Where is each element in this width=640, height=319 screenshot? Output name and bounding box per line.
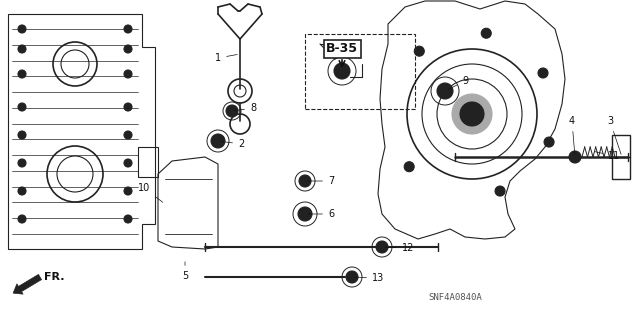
Circle shape [544,137,554,147]
Circle shape [404,162,414,172]
Text: 4: 4 [569,116,575,154]
Circle shape [334,63,350,79]
Circle shape [226,105,238,117]
Text: 7: 7 [308,176,334,186]
Circle shape [18,45,26,53]
Circle shape [18,131,26,139]
Text: 5: 5 [182,262,188,281]
Circle shape [298,207,312,221]
Text: 8: 8 [235,103,256,113]
Bar [138,147,158,177]
Circle shape [569,151,581,163]
Bar [612,135,630,179]
Text: 9: 9 [447,76,468,90]
Circle shape [18,215,26,223]
Circle shape [18,103,26,111]
Circle shape [452,94,492,134]
Circle shape [124,25,132,33]
Circle shape [124,215,132,223]
Circle shape [376,241,388,253]
Text: 13: 13 [355,273,384,283]
Circle shape [495,186,505,196]
Circle shape [124,45,132,53]
Text: FR.: FR. [44,272,65,282]
Bar [305,34,415,109]
Circle shape [18,25,26,33]
Circle shape [414,46,424,56]
Circle shape [299,175,311,187]
Circle shape [124,70,132,78]
Text: B-35: B-35 [326,42,358,56]
Circle shape [538,68,548,78]
Text: 2: 2 [221,139,244,149]
FancyArrow shape [13,274,42,294]
Circle shape [460,102,484,126]
Text: 3: 3 [607,116,621,154]
Text: 6: 6 [308,209,334,219]
Circle shape [481,28,492,38]
Text: 11: 11 [595,151,620,161]
Circle shape [437,83,453,99]
Circle shape [124,159,132,167]
Text: 1: 1 [215,53,237,63]
Circle shape [124,103,132,111]
Circle shape [124,131,132,139]
Circle shape [346,271,358,283]
Circle shape [18,187,26,195]
Text: SNF4A0840A: SNF4A0840A [428,293,482,301]
Circle shape [18,159,26,167]
Circle shape [18,70,26,78]
Text: 12: 12 [385,243,414,253]
Circle shape [124,187,132,195]
Circle shape [211,134,225,148]
Text: 10: 10 [138,183,163,202]
